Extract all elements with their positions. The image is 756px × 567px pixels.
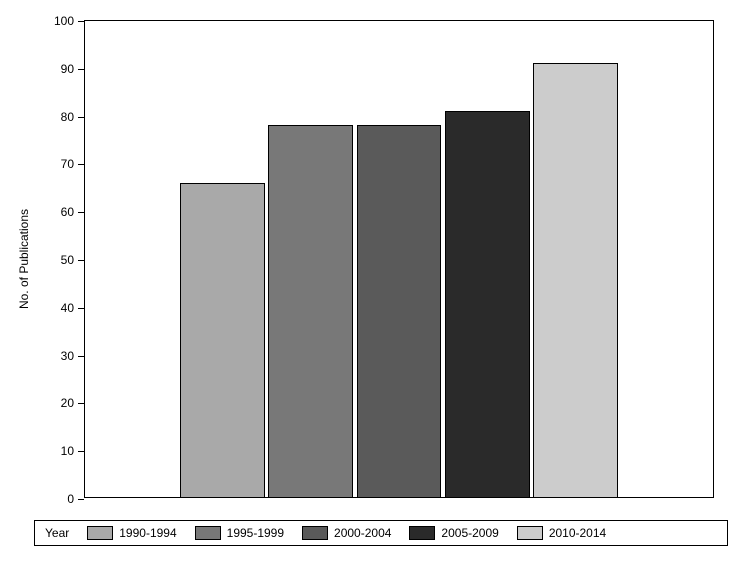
legend-item: 2000-2004	[302, 526, 391, 540]
y-tick-label: 80	[61, 110, 84, 124]
y-tick-label: 20	[61, 396, 84, 410]
bar	[268, 125, 353, 498]
y-tick-label: 90	[61, 62, 84, 76]
bar	[357, 125, 442, 498]
y-tick-label: 0	[67, 492, 84, 506]
y-tick-label: 40	[61, 301, 84, 315]
legend-item: 1990-1994	[87, 526, 176, 540]
y-tick-label: 60	[61, 205, 84, 219]
y-axis-line	[84, 21, 85, 498]
legend-title: Year	[45, 526, 69, 540]
legend: Year 1990-1994 1995-1999 2000-2004 2005-200…	[34, 520, 728, 546]
legend-label: 1990-1994	[119, 526, 176, 540]
y-tick-label: 10	[61, 444, 84, 458]
y-tick-label: 100	[54, 14, 84, 28]
legend-swatch	[517, 526, 543, 540]
legend-label: 1995-1999	[227, 526, 284, 540]
y-tick-label: 70	[61, 157, 84, 171]
legend-item: 2005-2009	[409, 526, 498, 540]
publications-bar-chart: 0102030405060708090100 No. of Publicatio…	[0, 0, 756, 567]
legend-item: 1995-1999	[195, 526, 284, 540]
legend-swatch	[87, 526, 113, 540]
legend-label: 2000-2004	[334, 526, 391, 540]
plot-area: 0102030405060708090100	[84, 20, 714, 498]
bar	[533, 63, 618, 498]
legend-swatch	[302, 526, 328, 540]
legend-swatch	[409, 526, 435, 540]
legend-swatch	[195, 526, 221, 540]
bar	[180, 183, 265, 498]
y-tick-label: 30	[61, 349, 84, 363]
legend-label: 2010-2014	[549, 526, 606, 540]
y-tick-label: 50	[61, 253, 84, 267]
bar	[445, 111, 530, 498]
legend-item: 2010-2014	[517, 526, 606, 540]
legend-label: 2005-2009	[441, 526, 498, 540]
